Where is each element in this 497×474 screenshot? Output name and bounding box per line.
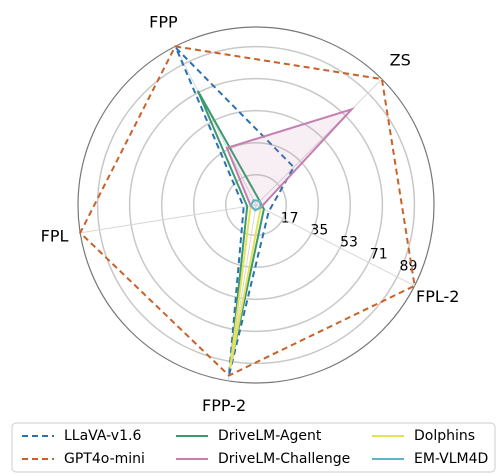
r-tick-label: 35 (310, 223, 328, 239)
r-tick-label: 17 (281, 211, 299, 227)
axis-label: FPP-2 (202, 396, 246, 415)
series-polygon (225, 107, 355, 212)
grid-ring (128, 77, 384, 333)
legend-label: GPT4o-mini (64, 451, 145, 467)
legend-label: LLaVA-v1.6 (64, 428, 141, 444)
r-tick-label: 53 (340, 235, 358, 251)
spoke (255, 78, 383, 206)
axis-label: FPL-2 (416, 287, 459, 306)
axis-label: FPP (149, 13, 178, 32)
series-polygon (196, 90, 265, 367)
legend-label: Dolphins (414, 428, 475, 444)
series-polygon (78, 45, 416, 377)
r-tick-label: 89 (400, 259, 418, 275)
series-polygon (175, 47, 296, 376)
outer-frame (77, 26, 435, 384)
grid-ring (160, 109, 352, 301)
legend-label: EM-VLM4D (414, 451, 488, 467)
series-polygon (249, 199, 262, 212)
axis-label: ZS (390, 50, 411, 69)
spoke (174, 46, 257, 206)
spoke (255, 204, 415, 287)
legend-label: DriveLM-Agent (218, 428, 322, 444)
axis-label: FPL (41, 226, 69, 245)
r-tick-label: 71 (370, 247, 388, 263)
spoke (80, 204, 257, 234)
legend-label: DriveLM-Challenge (218, 451, 350, 467)
